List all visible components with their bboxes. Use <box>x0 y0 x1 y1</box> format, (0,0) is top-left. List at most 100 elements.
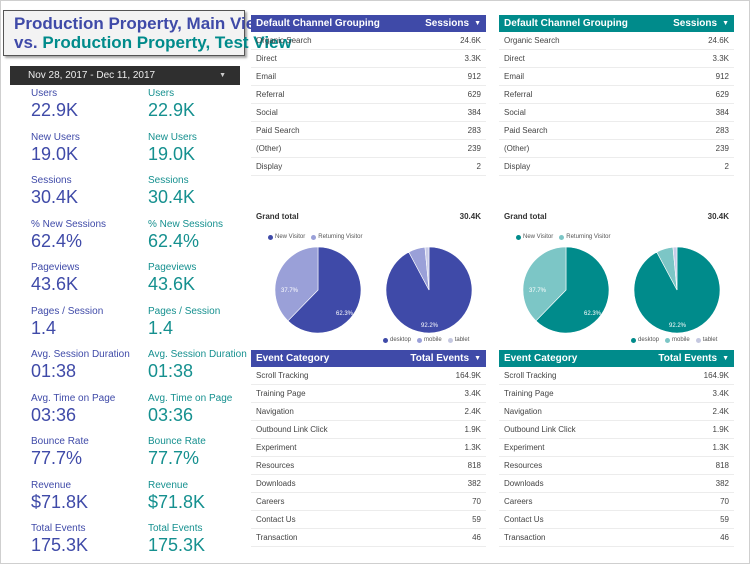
column-header-dimension[interactable]: Event Category <box>504 353 578 364</box>
metric-header-label: Total Events <box>410 353 470 364</box>
pie-slice-returning-visitor[interactable] <box>522 246 567 322</box>
row-value: 2 <box>724 162 729 171</box>
scorecard-users: Users 22.9K <box>31 88 146 120</box>
table-row: Transaction 46 <box>251 529 486 547</box>
pie-slice-tablet[interactable] <box>672 246 678 291</box>
row-value: 3.3K <box>464 54 481 63</box>
scorecard-value: 01:38 <box>31 361 77 381</box>
table-row: Navigation 2.4K <box>251 403 486 421</box>
legend-item-tablet[interactable]: tablet <box>447 337 469 343</box>
legend-item-returning-visitor[interactable]: Returning Visitor <box>311 234 362 240</box>
row-name: Contact Us <box>504 515 544 524</box>
channel-table-main: Default Channel Grouping Sessions ▼ Organic… <box>251 15 486 176</box>
legend-item-mobile[interactable]: mobile <box>417 337 442 343</box>
row-value: 283 <box>715 126 729 135</box>
legend-item-desktop[interactable]: desktop <box>631 337 659 343</box>
legend-item-desktop[interactable]: desktop <box>383 337 411 343</box>
pie-chart-user-type-test-view[interactable]: 62.3% 37.7% <box>521 245 611 335</box>
column-header-metric[interactable]: Sessions ▼ <box>425 15 481 32</box>
title-vs: vs. <box>14 33 43 52</box>
scorecard-label: New Users <box>148 131 197 143</box>
legend-user-type: New Visitor Returning Visitor <box>268 234 362 240</box>
table-row: Scroll Tracking 164.9K <box>499 367 734 385</box>
date-range-selector[interactable]: Nov 28, 2017 - Dec 11, 2017 ▼ <box>10 66 240 85</box>
row-value: 24.6K <box>708 36 729 45</box>
scorecard-value: 19.0K <box>31 143 79 164</box>
column-header-dimension[interactable]: Event Category <box>256 353 330 364</box>
legend-label: New Visitor <box>523 234 554 240</box>
table-row: Contact Us 59 <box>499 511 734 529</box>
scorecard-label: Sessions <box>148 175 189 186</box>
date-range-text: Nov 28, 2017 - Dec 11, 2017 <box>28 70 156 81</box>
metric-header-label: Sessions <box>425 18 470 29</box>
legend-item-returning-visitor[interactable]: Returning Visitor <box>559 234 610 240</box>
scorecard-value: 30.4K <box>31 187 79 207</box>
column-header-metric[interactable]: Total Events ▼ <box>410 350 481 367</box>
sort-desc-icon: ▼ <box>722 20 729 27</box>
row-name: Downloads <box>256 479 296 488</box>
row-name: Outbound Link Click <box>504 425 576 434</box>
column-header-metric[interactable]: Total Events ▼ <box>658 350 729 367</box>
scorecard-pageviews: Pageviews 43.6K <box>148 262 263 294</box>
row-value: 46 <box>472 533 481 542</box>
pie-slice-tablet[interactable] <box>424 246 430 291</box>
legend-label: tablet <box>702 337 718 343</box>
events-table-main: Event Category Total Events ▼ Scroll Tracki… <box>251 350 486 547</box>
pie-chart-user-type-main-view[interactable]: 62.3% 37.7% <box>273 245 363 335</box>
row-value: 59 <box>720 515 729 524</box>
legend-item-tablet[interactable]: tablet <box>695 337 718 343</box>
grand-total-value: 30.4K <box>459 212 481 221</box>
row-value: 382 <box>715 479 729 488</box>
legend-user-type: New Visitor Returning Visitor <box>516 234 610 240</box>
legend-device: desktop mobile tablet <box>383 337 469 343</box>
scorecard-value: 1.4 <box>31 317 57 338</box>
row-name: Careers <box>504 497 533 506</box>
table-row: Social 384 <box>251 104 486 122</box>
scorecard-value: 77.7% <box>148 448 200 468</box>
row-value: 382 <box>467 479 481 488</box>
grand-total-label: Grand total <box>504 212 547 221</box>
scorecard-value: 01:38 <box>148 361 194 381</box>
row-name: Navigation <box>504 407 542 416</box>
legend-dot-icon <box>383 337 388 343</box>
row-value: 912 <box>467 72 481 81</box>
pie-slice-new-visitor[interactable] <box>535 246 610 334</box>
row-name: Experiment <box>504 443 545 452</box>
row-name: Referral <box>256 90 285 99</box>
row-name: (Other) <box>504 144 530 153</box>
column-header-metric[interactable]: Sessions ▼ <box>673 15 729 32</box>
row-name: Outbound Link Click <box>256 425 328 434</box>
scorecard-label: Revenue <box>31 479 72 491</box>
table-row: Careers 70 <box>251 493 486 511</box>
scorecard-avg-time-on-page: Avg. Time on Page 03:36 <box>148 393 263 425</box>
pie-slice-new-visitor[interactable] <box>287 246 362 334</box>
sort-desc-icon: ▼ <box>722 355 729 362</box>
scorecard-value: 175.3K <box>31 535 89 555</box>
row-value: 818 <box>715 461 729 470</box>
legend-item-mobile[interactable]: mobile <box>665 337 690 343</box>
column-header-dimension[interactable]: Default Channel Grouping <box>504 18 628 29</box>
scorecard-value: 03:36 <box>31 404 77 425</box>
pie-chart-device-test-view[interactable]: 92.2% <box>632 245 722 335</box>
scorecard-value: 43.6K <box>31 274 79 294</box>
scorecard-value: 175.3K <box>148 535 206 555</box>
row-name: Direct <box>504 54 525 63</box>
column-header-dimension[interactable]: Default Channel Grouping <box>256 18 380 29</box>
pie-slice-label: 37.7% <box>529 288 547 294</box>
scorecard-value: 62.4% <box>31 230 83 251</box>
pie-chart-device-main-view[interactable]: 92.2% <box>384 245 474 335</box>
scorecard-label: Pages / Session <box>148 305 221 317</box>
legend-item-new-visitor[interactable]: New Visitor <box>516 234 553 240</box>
legend-dot-icon <box>516 234 521 240</box>
table-row: (Other) 239 <box>251 140 486 158</box>
scorecard-label: Users <box>148 88 175 99</box>
legend-item-new-visitor[interactable]: New Visitor <box>268 234 305 240</box>
scorecard-bounce-rate: Bounce Rate 77.7% <box>148 436 263 468</box>
scorecard-label: % New Sessions <box>31 218 107 230</box>
scorecard-revenue: Revenue $71.8K <box>148 480 263 512</box>
legend-dot-icon <box>559 234 565 240</box>
row-name: Training Page <box>256 389 306 398</box>
table-row: Transaction 46 <box>499 529 734 547</box>
pie-slice-returning-visitor[interactable] <box>274 246 319 322</box>
row-value: 46 <box>720 533 729 542</box>
